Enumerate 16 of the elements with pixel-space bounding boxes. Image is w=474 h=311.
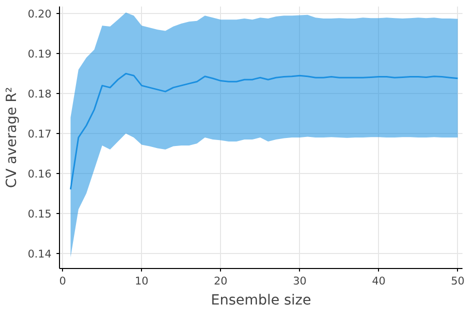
line-series [70,72,459,190]
x-tick-label: 40 [372,274,386,288]
x-tick-label: 50 [450,274,465,288]
y-tick-label: 0.16 [28,167,52,180]
y-tick-label: 0.14 [28,247,52,260]
x-tick-label: 30 [292,274,307,288]
y-tick-label: 0.17 [28,128,52,141]
y-axis-title: CV average R² [4,87,20,188]
x-tick-label: 20 [214,274,228,288]
x-axis-title: Ensemble size [210,292,312,308]
x-tick-label: 0 [59,274,66,288]
x-tick-label: 10 [134,274,149,288]
y-tick-label: 0.15 [28,207,52,220]
y-tick-label: 0.19 [28,48,52,61]
y-tick-label: 0.20 [28,8,52,21]
y-tick-label: 0.18 [28,88,52,101]
